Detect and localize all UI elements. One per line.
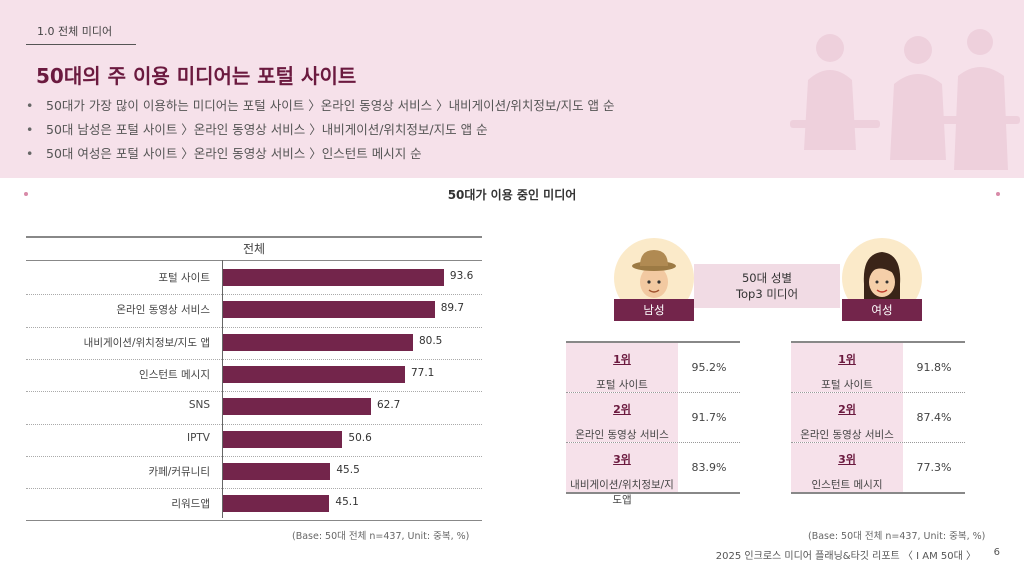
chart-top-rule — [26, 236, 482, 238]
rank-value: 87.4% — [916, 411, 952, 424]
rank-number: 3위 — [838, 453, 856, 466]
bar-category-label: 포털 사이트 — [158, 272, 210, 284]
table-row-separator — [566, 392, 740, 393]
media-name: 인스턴트 메시지 — [811, 479, 883, 491]
media-name: 포털 사이트 — [821, 379, 873, 391]
bar — [223, 430, 343, 448]
top3-title-box: 50대 성별 Top3 미디어 — [694, 264, 840, 308]
bar — [223, 398, 371, 416]
bullet-item: • 50대 여성은 포털 사이트 〉온라인 동영상 서비스 〉인스턴트 메시지 순 — [26, 146, 615, 170]
rank-number: 1위 — [838, 353, 856, 366]
page-number: 6 — [993, 547, 1000, 558]
rank-value: 95.2% — [691, 361, 727, 374]
chart-header: 전체 — [242, 242, 266, 256]
table-row-separator — [791, 392, 965, 393]
table-row-separator — [566, 492, 740, 494]
media-name: 내비게이션/위치정보/지도앱 — [570, 479, 674, 506]
decor-dot — [24, 192, 28, 196]
row-separator — [26, 358, 482, 360]
bar-category-label: IPTV — [186, 431, 210, 444]
bullet-dot-icon: • — [26, 146, 34, 161]
bar-category-label: 내비게이션/위치정보/지도 앱 — [83, 336, 210, 349]
bar-value-label: 77.1 — [410, 366, 435, 379]
base-note: (Base: 50대 전체 n=437, Unit: 중복, %) — [292, 531, 470, 542]
bar-value-label: 89.7 — [440, 302, 465, 315]
top3-title-line2: Top3 미디어 — [735, 287, 799, 301]
rank-number: 1위 — [613, 353, 631, 366]
rank-value: 91.8% — [916, 361, 952, 374]
bar — [223, 462, 331, 480]
bar-value-label: 93.6 — [449, 270, 474, 282]
media-name: 포털 사이트 — [596, 379, 648, 391]
row-separator — [26, 455, 482, 457]
bar-value-label: 50.6 — [348, 431, 372, 444]
chart-bottom-rule — [26, 520, 482, 522]
bullet-item: • 50대가 가장 많이 이용하는 미디어는 포털 사이트 〉온라인 동영상 서비… — [26, 98, 615, 122]
table-top-rule — [791, 341, 965, 343]
page-title: 50대의 주 이용 미디어는 포털 사이트 — [36, 64, 357, 88]
bar-value-label: 45.5 — [336, 463, 360, 476]
rank-value: 91.7% — [691, 411, 727, 424]
bar-category-label: 카페/커뮤니티 — [148, 465, 211, 478]
top3-title-line1: 50대 성별 — [741, 271, 793, 285]
chart-title: 50대가 이용 중인 미디어 — [447, 188, 577, 202]
media-name: 온라인 동영상 서비스 — [575, 429, 669, 441]
bar-value-label: 80.5 — [418, 334, 443, 347]
section-label: 1.0 전체 미디어 — [37, 25, 113, 38]
row-separator — [26, 423, 482, 425]
table-row-separator — [791, 442, 965, 443]
row-separator — [26, 326, 482, 328]
bar — [223, 495, 330, 513]
rank-number: 2위 — [838, 403, 856, 416]
bullet-dot-icon: • — [26, 98, 34, 113]
header-banner: 1.0 전체 미디어 50대의 주 이용 미디어는 포털 사이트 • 50대가 가… — [0, 0, 1024, 178]
bar-category-label: SNS — [188, 399, 210, 412]
bullet-dot-icon: • — [26, 122, 34, 137]
media-name: 온라인 동영상 서비스 — [800, 429, 894, 441]
chart-axis-line — [222, 260, 223, 518]
rank-number: 3위 — [613, 453, 631, 466]
female-badge: 여성 — [842, 299, 922, 321]
table-top-rule — [566, 341, 740, 343]
bar-value-label: 45.1 — [335, 496, 359, 509]
bar — [223, 365, 405, 383]
bar — [223, 301, 435, 319]
bar — [223, 269, 444, 286]
decor-dot — [996, 192, 1000, 196]
chart-header-rule — [26, 260, 482, 261]
row-separator — [26, 391, 482, 393]
bar-category-label: 인스턴트 메시지 — [139, 368, 210, 381]
bullet-list: • 50대가 가장 많이 이용하는 미디어는 포털 사이트 〉온라인 동영상 서비… — [26, 98, 615, 170]
male-badge: 남성 — [614, 299, 694, 321]
bar — [223, 333, 413, 351]
bullet-item: • 50대 남성은 포털 사이트 〉온라인 동영상 서비스 〉내비게이션/위치정보… — [26, 122, 615, 146]
table-row-separator — [566, 442, 740, 443]
bar-value-label: 62.7 — [376, 399, 401, 412]
footer-text: 2025 인크로스 미디어 플래닝&타깃 리포트 〈 I AM 50대 〉 — [715, 551, 976, 562]
base-note: (Base: 50대 전체 n=437, Unit: 중복, %) — [808, 531, 986, 542]
row-separator — [26, 294, 482, 296]
table-row-separator — [791, 492, 965, 494]
bar-category-label: 리워드앱 — [171, 498, 210, 511]
rank-value: 77.3% — [916, 461, 952, 474]
rank-number: 2위 — [613, 403, 631, 416]
people-illustration — [790, 29, 1020, 170]
section-underline — [26, 44, 136, 45]
rank-value: 83.9% — [691, 461, 727, 474]
row-separator — [26, 488, 482, 490]
bar-category-label: 온라인 동영상 서비스 — [116, 304, 210, 317]
